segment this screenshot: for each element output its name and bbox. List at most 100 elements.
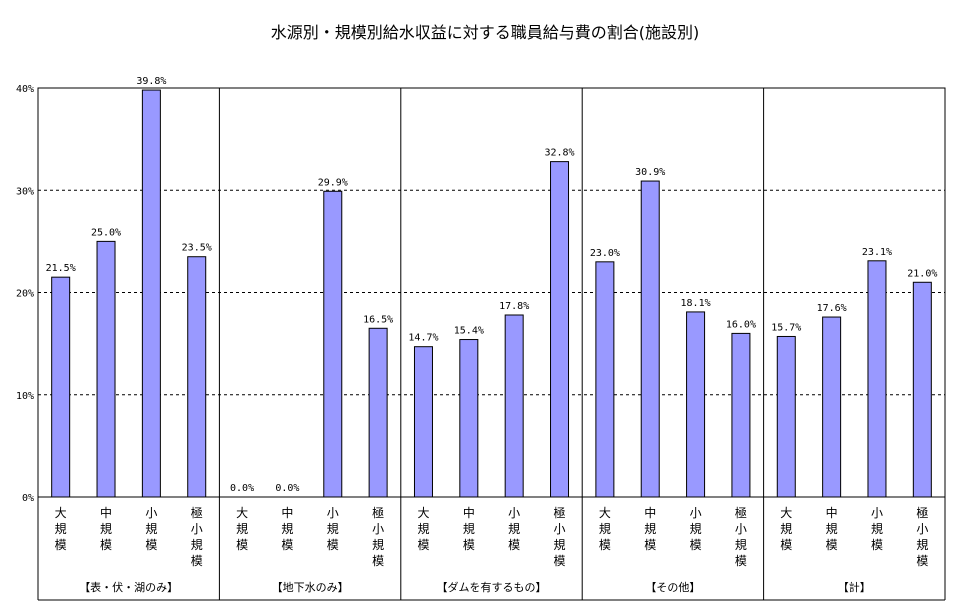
data-label-bg: [223, 481, 262, 494]
x-category-char: 規: [780, 521, 792, 536]
group-labels: 【表・伏・湖のみ】 【地下水のみ】 【ダムを有するもの】 【その他】 【計】: [79, 580, 871, 594]
data-label: 32.8%: [544, 148, 574, 159]
x-category-char: 規: [554, 537, 566, 552]
x-category-char: 小: [871, 506, 883, 520]
data-label-bg: [721, 317, 760, 331]
bar: [459, 339, 479, 498]
data-label-bg: [903, 266, 942, 280]
x-category-char: 模: [871, 538, 883, 552]
x-category-char: 模: [508, 538, 520, 552]
x-category-char: 小: [508, 506, 520, 520]
x-category-char: 模: [735, 554, 747, 568]
x-category-char: 規: [100, 521, 112, 536]
data-label: 14.7%: [408, 333, 438, 344]
data-label-bg: [767, 320, 806, 334]
x-category-char: 規: [644, 521, 656, 536]
bar: [867, 260, 887, 498]
x-category-char: 大: [417, 506, 429, 520]
x-category-char: 小: [191, 522, 203, 536]
x-category-char: 模: [417, 538, 429, 552]
data-label-bg: [268, 481, 307, 494]
x-category-char: 模: [281, 538, 293, 552]
bar: [686, 311, 706, 498]
data-label: 17.8%: [499, 301, 529, 312]
bar: [822, 316, 842, 498]
data-label: 25.0%: [91, 227, 121, 238]
x-category-char: 模: [554, 554, 566, 568]
x-category-char: 極: [372, 505, 384, 520]
x-category-char: 模: [599, 538, 611, 552]
data-label-bg: [812, 301, 851, 315]
x-category-char: 極: [916, 505, 928, 520]
x-category-char: 規: [327, 521, 339, 536]
y-tick-label: 10%: [16, 391, 34, 402]
x-category-char: 中: [463, 505, 475, 520]
data-label-bg: [540, 145, 579, 159]
y-tick-label: 30%: [16, 186, 34, 197]
x-category-char: 模: [372, 554, 384, 568]
data-label-bg: [585, 245, 624, 259]
data-label: 15.7%: [771, 322, 801, 333]
data-label-bg: [631, 165, 670, 179]
x-category-char: 規: [690, 521, 702, 536]
x-category-char: 模: [100, 538, 112, 552]
data-label: 29.9%: [318, 177, 348, 188]
x-category-char: 小: [145, 506, 157, 520]
data-label-bg: [41, 261, 80, 275]
x-category-char: 模: [780, 538, 792, 552]
x-category-char: 模: [55, 538, 67, 552]
data-label-bg: [449, 323, 488, 337]
group-label: 【地下水のみ】: [272, 581, 349, 594]
gridlines: [38, 189, 945, 396]
data-label-bg: [87, 225, 126, 239]
bar: [776, 335, 796, 498]
bar: [187, 256, 207, 498]
x-category-char: 小: [327, 506, 339, 520]
x-category-char: 模: [145, 538, 157, 552]
data-label: 23.0%: [590, 248, 620, 259]
x-category-char: 模: [236, 538, 248, 552]
data-label: 15.4%: [454, 326, 484, 337]
group-label: 【計】: [838, 580, 871, 594]
x-category-char: 規: [417, 521, 429, 536]
data-label: 30.9%: [635, 167, 665, 178]
x-category-char: 中: [100, 505, 112, 520]
x-category-char: 規: [236, 521, 248, 536]
data-label: 17.6%: [817, 303, 847, 314]
data-label-bg: [404, 330, 443, 344]
x-category-char: 規: [191, 537, 203, 552]
data-label: 16.5%: [363, 314, 393, 325]
x-category-char: 規: [281, 521, 293, 536]
x-category-char: 規: [55, 521, 67, 536]
bar: [912, 281, 932, 498]
x-category-char: 中: [826, 505, 838, 520]
data-label: 0.0%: [275, 483, 299, 494]
data-label-bg: [495, 298, 534, 312]
data-label: 21.5%: [46, 263, 76, 274]
x-category-char: 規: [508, 521, 520, 536]
x-category-char: 規: [826, 521, 838, 536]
data-label-bg: [313, 175, 352, 189]
x-category-char: 模: [826, 538, 838, 552]
x-category-char: 大: [599, 506, 611, 520]
x-category-char: 小: [372, 522, 384, 536]
x-category-char: 大: [780, 506, 792, 520]
x-category-char: 模: [191, 554, 203, 568]
x-category-char: 規: [735, 537, 747, 552]
data-label-bg: [857, 244, 896, 258]
x-category-char: 規: [372, 537, 384, 552]
y-tick-label: 20%: [16, 289, 34, 300]
x-category-char: 規: [463, 521, 475, 536]
x-category-char: 模: [327, 538, 339, 552]
x-category-char: 小: [735, 522, 747, 536]
data-label: 18.1%: [681, 298, 711, 309]
x-category-char: 大: [236, 506, 248, 520]
bar: [504, 314, 524, 498]
data-label: 16.0%: [726, 319, 756, 330]
group-label: 【表・伏・湖のみ】: [79, 580, 178, 594]
x-category-char: 中: [644, 505, 656, 520]
data-label-bg: [177, 240, 216, 254]
x-category-char: 模: [916, 554, 928, 568]
group-label: 【その他】: [645, 581, 700, 594]
bar: [640, 180, 660, 498]
